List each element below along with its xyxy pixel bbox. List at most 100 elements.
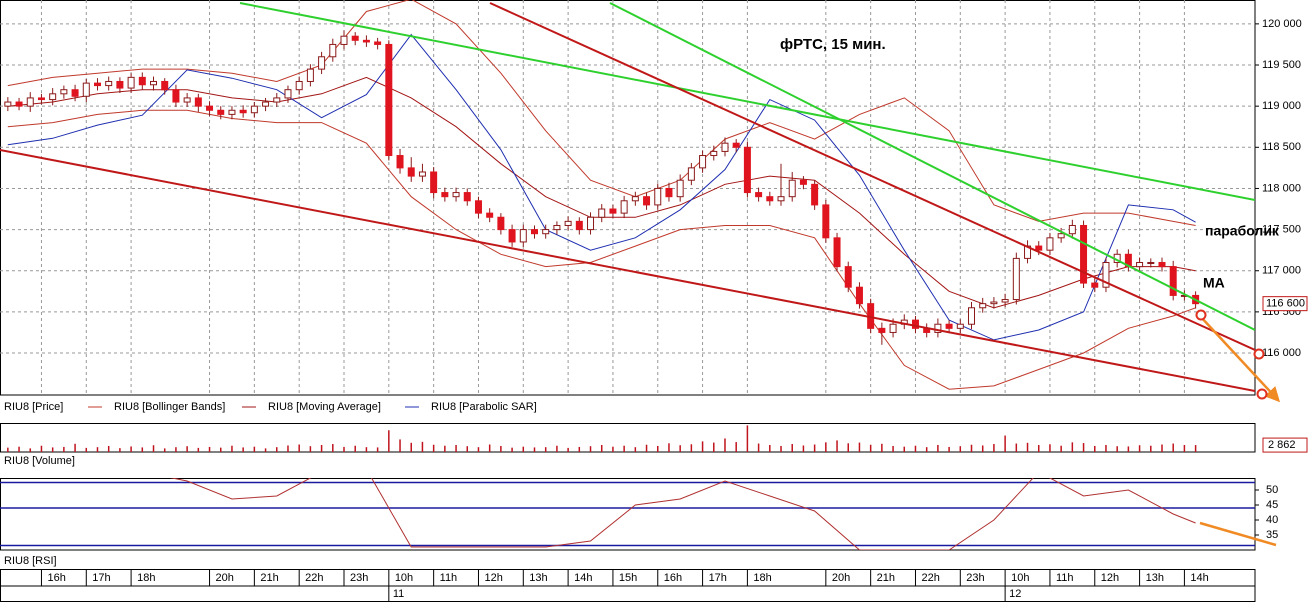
rsi-line <box>169 478 1196 550</box>
volume-bar <box>903 446 906 452</box>
volume-bar <box>399 439 401 452</box>
x-tick-label: 21h <box>260 572 278 584</box>
candle-body <box>497 216 505 231</box>
x-tick-label: 10h <box>1011 572 1029 584</box>
candle-body <box>105 80 113 87</box>
x-tick-label: 15h <box>619 572 637 584</box>
trend-lines <box>0 2 1255 392</box>
volume-bar <box>757 443 760 452</box>
candle-body <box>273 97 281 103</box>
candle-body <box>284 89 292 99</box>
candle-body <box>1068 224 1076 235</box>
candle-body <box>587 216 595 231</box>
volume-bar <box>219 447 222 452</box>
volume-bar <box>354 445 356 452</box>
volume-bar <box>511 447 513 452</box>
volume-bar <box>623 445 625 452</box>
candle-body <box>777 196 785 202</box>
volume-bar <box>959 446 962 452</box>
volume-bar <box>925 447 928 452</box>
date-tick-label: 12 <box>1009 588 1021 600</box>
volume-bar <box>107 445 110 452</box>
indicator-line <box>7 0 1196 226</box>
volume-bar <box>724 438 726 452</box>
candle-body <box>968 307 976 325</box>
volume-bar <box>186 446 188 452</box>
y-tick-label: 119 500 <box>1262 59 1301 71</box>
volume-bar <box>130 446 132 452</box>
candle-body <box>1001 299 1009 303</box>
candle-body <box>127 76 135 89</box>
candle-body <box>833 237 841 268</box>
x-tick-label: 23h <box>966 572 984 584</box>
volume-bar <box>780 445 782 452</box>
candle-body <box>172 89 180 103</box>
candle-body <box>620 200 628 214</box>
volume-bar <box>735 442 737 452</box>
volume-bar <box>690 444 693 452</box>
last-price-label: 116 600 <box>1266 298 1305 310</box>
volume-bar <box>29 448 32 452</box>
volume-bar <box>713 442 715 452</box>
candle-body <box>463 192 471 202</box>
candle-body <box>318 56 326 70</box>
volume-bar <box>1161 444 1163 452</box>
forecast-arrow <box>1199 521 1277 547</box>
x-tick-label: 18h <box>137 572 155 584</box>
volume-plot <box>7 425 1197 452</box>
candle-body <box>755 192 763 198</box>
volume-bar <box>1105 444 1107 452</box>
candle-body <box>1035 245 1043 251</box>
volume-bar <box>892 445 894 452</box>
volume-bar <box>466 446 469 452</box>
volume-bar <box>208 446 211 452</box>
x-tick-label: 22h <box>305 572 323 584</box>
volume-bar <box>1026 442 1029 452</box>
price-panel <box>0 0 1256 396</box>
volume-bar <box>1094 445 1096 452</box>
candle-body <box>743 146 751 194</box>
candle-body <box>250 105 258 114</box>
candle-body <box>945 323 953 329</box>
volume-bar <box>74 443 76 452</box>
candle-body <box>351 35 359 41</box>
target-circle <box>1253 348 1265 360</box>
trend-line <box>0 149 1255 392</box>
volume-bar <box>1138 445 1141 452</box>
volume-bar <box>1037 444 1040 452</box>
x-tick-label: 20h <box>216 572 234 584</box>
x-tick-label: 13h <box>1146 572 1164 584</box>
panel-label: RIU8 [Volume] <box>4 455 75 467</box>
trend-line <box>239 2 1255 201</box>
candle-body <box>138 76 146 86</box>
volume-bar <box>1082 443 1085 452</box>
candle-body <box>407 167 415 177</box>
volume-bar <box>1183 444 1186 452</box>
candle-body <box>1102 262 1110 288</box>
candle-body <box>811 183 819 206</box>
candle-body <box>1147 262 1155 265</box>
volume-bar <box>600 444 603 452</box>
candle-body <box>687 167 695 181</box>
volume-bar <box>1172 443 1174 452</box>
volume-bar <box>152 445 155 452</box>
y-tick-label: 50 <box>1266 484 1278 496</box>
x-tick-label: 16h <box>47 572 65 584</box>
volume-bar <box>1127 446 1130 452</box>
volume-bar <box>769 444 771 452</box>
candle-body <box>15 101 23 107</box>
candle-body <box>1136 262 1144 268</box>
volume-bar <box>544 447 547 452</box>
volume-bar <box>937 444 939 452</box>
legend-label: RIU8 [Price] <box>4 401 63 413</box>
candle-body <box>564 220 572 226</box>
candle-body <box>430 171 438 194</box>
price-plot <box>0 0 1255 395</box>
volume-bar <box>533 447 536 452</box>
volume-bar <box>578 446 581 452</box>
volume-bar <box>175 447 177 452</box>
x-tick-label: 18h <box>753 572 771 584</box>
volume-bar <box>343 446 345 452</box>
y-tick-label: 118 000 <box>1262 182 1301 194</box>
candle-body <box>1158 262 1166 268</box>
